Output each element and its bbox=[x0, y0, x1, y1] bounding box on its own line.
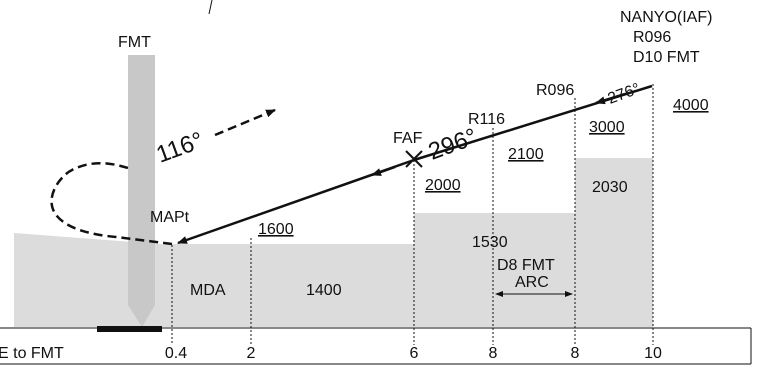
obstacle-1400: 1400 bbox=[306, 282, 342, 299]
mda-label: MDA bbox=[190, 282, 226, 299]
iaf-radial-label: R096 bbox=[633, 29, 671, 46]
terrain-iaf-area bbox=[575, 158, 653, 327]
obstacle-1530: 1530 bbox=[472, 234, 508, 251]
arc-dme-label: D8 FMT bbox=[497, 257, 555, 274]
distance-tick: 2 bbox=[247, 345, 256, 362]
missed-approach-outbound bbox=[214, 108, 276, 137]
fmt-label: FMT bbox=[118, 34, 151, 51]
final-course-label: 296° bbox=[425, 123, 481, 165]
altitude-4000: 4000 bbox=[673, 97, 709, 114]
top-leader-line bbox=[208, 0, 213, 15]
terrain-faf-area bbox=[414, 213, 575, 327]
mapt-label: MAPt bbox=[150, 209, 190, 226]
obstacle-2030: 2030 bbox=[592, 179, 628, 196]
terrain-mda-area bbox=[172, 244, 414, 327]
fix-lines bbox=[171, 84, 654, 345]
faf-label: FAF bbox=[393, 130, 423, 147]
altitude-3000: 3000 bbox=[589, 119, 625, 136]
fmt-beam bbox=[128, 55, 155, 327]
distance-tick: 8 bbox=[571, 345, 580, 362]
approach-arrow-iaf bbox=[595, 92, 626, 105]
distance-tick: 8 bbox=[489, 345, 498, 362]
approach-arrow-faf bbox=[371, 165, 396, 177]
distance-tick: 10 bbox=[644, 345, 662, 362]
altitude-2000: 2000 bbox=[425, 177, 461, 194]
altitude-1600: 1600 bbox=[258, 221, 294, 238]
faf-cross bbox=[405, 150, 423, 168]
fmt-position-bar bbox=[97, 326, 162, 332]
r096-label: R096 bbox=[536, 82, 574, 99]
altitude-2100: 2100 bbox=[508, 146, 544, 163]
arc-label: ARC bbox=[515, 274, 549, 291]
iaf-dme-label: D10 FMT bbox=[633, 49, 700, 66]
iaf-name-label: NANYO(IAF) bbox=[620, 9, 712, 26]
distance-scale-label: E to FMT bbox=[0, 345, 64, 362]
r116-label: R116 bbox=[468, 111, 505, 128]
distance-tick: 0.4 bbox=[165, 345, 187, 362]
entry-course-label: 276° bbox=[606, 80, 643, 107]
missed-course-label: 116° bbox=[153, 127, 207, 169]
missed-approach-path bbox=[50, 162, 173, 246]
distance-tick: 6 bbox=[410, 345, 419, 362]
